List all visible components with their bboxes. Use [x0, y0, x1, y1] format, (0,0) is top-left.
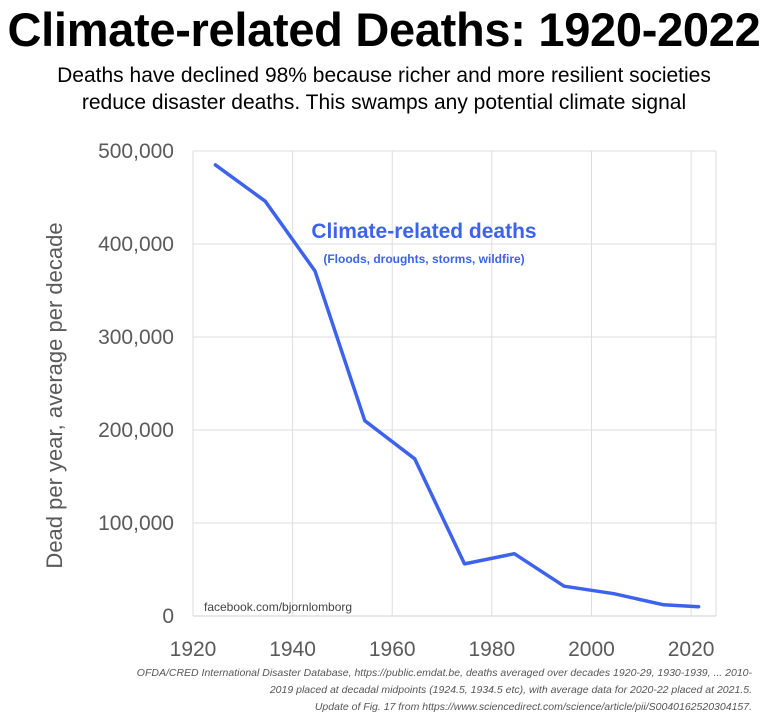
x-tick-label: 1960 [369, 638, 416, 661]
source-line-1: OFDA/CRED International Disaster Databas… [136, 667, 752, 679]
subtitle-line-1: Deaths have declined 98% because richer … [57, 64, 711, 87]
y-axis-label: Dead per year, average per decade [42, 222, 67, 568]
y-tick-label: 0 [162, 605, 174, 628]
source-line-3: Update of Fig. 17 from https://www.scien… [314, 701, 752, 713]
y-tick-label: 400,000 [98, 233, 174, 256]
chart-title: Climate-related Deaths: 1920-2022 [7, 3, 761, 56]
x-tick-label: 1920 [170, 638, 217, 661]
y-tick-label: 200,000 [98, 419, 174, 442]
source-note: OFDA/CRED International Disaster Databas… [10, 665, 752, 716]
x-tick-label: 1940 [269, 638, 316, 661]
annotation-title: Climate-related deaths [311, 220, 536, 243]
annotation-subtitle: (Floods, droughts, storms, wildfire) [323, 252, 524, 266]
y-tick-label: 300,000 [98, 326, 174, 349]
x-tick-label: 2000 [568, 638, 615, 661]
y-tick-label: 100,000 [98, 512, 174, 535]
source-line-2: 2019 placed at decadal midpoints (1924.5… [269, 684, 752, 696]
watermark: facebook.com/bjornlomborg [204, 600, 352, 614]
subtitle-line-2: reduce disaster deaths. This swamps any … [81, 91, 687, 114]
series-line [213, 163, 701, 609]
chart-subtitle: Deaths have declined 98% because richer … [20, 62, 748, 116]
x-tick-label: 1980 [468, 638, 515, 661]
x-tick-label: 2020 [668, 638, 715, 661]
y-tick-label: 500,000 [98, 140, 174, 163]
